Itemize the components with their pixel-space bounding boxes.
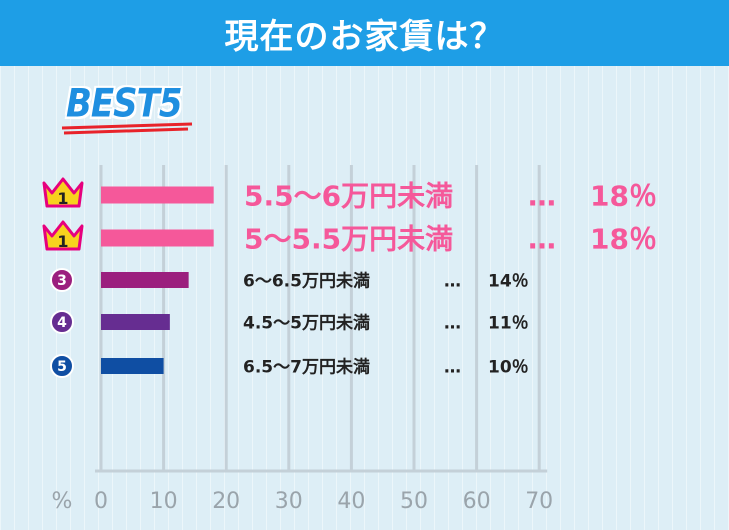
separator-2: …: [528, 223, 556, 256]
x-axis-unit-label: %: [52, 489, 73, 514]
bar-1: [101, 186, 214, 204]
x-tick-30: 30: [275, 489, 303, 514]
bar-3: [101, 272, 189, 288]
rank-label-2: 1: [57, 232, 68, 251]
x-tick-20: 20: [212, 489, 240, 514]
rank-label-4: 4: [57, 315, 67, 331]
category-label-3: 6～6.5万円未満: [243, 270, 370, 291]
crown-icon: 1: [42, 177, 84, 208]
header-banner: 現在のお家賃は？: [0, 0, 729, 66]
rank-circle-4: [50, 310, 74, 334]
best5-underline: [61, 122, 193, 135]
value-label-3: 14％: [488, 271, 529, 291]
chart-bars: [101, 186, 214, 374]
category-label-4: 4.5～5万円未満: [243, 312, 370, 333]
separator-4: …: [444, 313, 461, 333]
value-label-4: 11％: [488, 313, 529, 333]
crown-shape: [42, 220, 84, 251]
bar-labels: 5.5～6万円未満 … 18％ 5～5.5万円未満 … 18％ 6～6.5万円未満 … 14％ 4…: [243, 180, 657, 378]
x-tick-labels: 0 10 20 30 40 50 60 70%: [52, 489, 554, 514]
rank-label-3: 3: [57, 273, 67, 289]
bar-4: [101, 314, 170, 330]
best5-badge: BEST5: [66, 81, 182, 127]
value-label-2: 18％: [590, 223, 657, 256]
rank-circle-5: [50, 354, 74, 378]
x-tick-40: 40: [337, 489, 365, 514]
x-tick-0: 0: [94, 489, 108, 514]
rank-label-1: 1: [57, 189, 68, 208]
crown-shape: [42, 177, 84, 208]
separator-3: …: [444, 271, 461, 291]
value-label-1: 18％: [590, 180, 657, 213]
x-tick-60: 60: [463, 489, 491, 514]
bar-2: [101, 229, 214, 247]
category-label-1: 5.5～6万円未満: [244, 180, 453, 213]
rank-circle-3: [50, 268, 74, 292]
rank-markers: 1 1 3 4 5: [42, 177, 84, 378]
x-tick-10: 10: [150, 489, 178, 514]
page-title: 現在のお家賃は？: [224, 16, 505, 57]
x-tick-70: 70: [525, 489, 553, 514]
value-label-5: 10％: [488, 357, 529, 377]
crown-icon: 1: [42, 220, 84, 251]
category-label-5: 6.5～7万円未満: [243, 356, 370, 377]
separator-1: …: [528, 180, 556, 213]
separator-5: …: [444, 357, 461, 377]
chart-grid: [99, 165, 541, 471]
rank-label-5: 5: [57, 359, 67, 375]
bar-5: [101, 358, 164, 374]
x-tick-50: 50: [400, 489, 428, 514]
category-label-2: 5～5.5万円未満: [244, 223, 453, 256]
